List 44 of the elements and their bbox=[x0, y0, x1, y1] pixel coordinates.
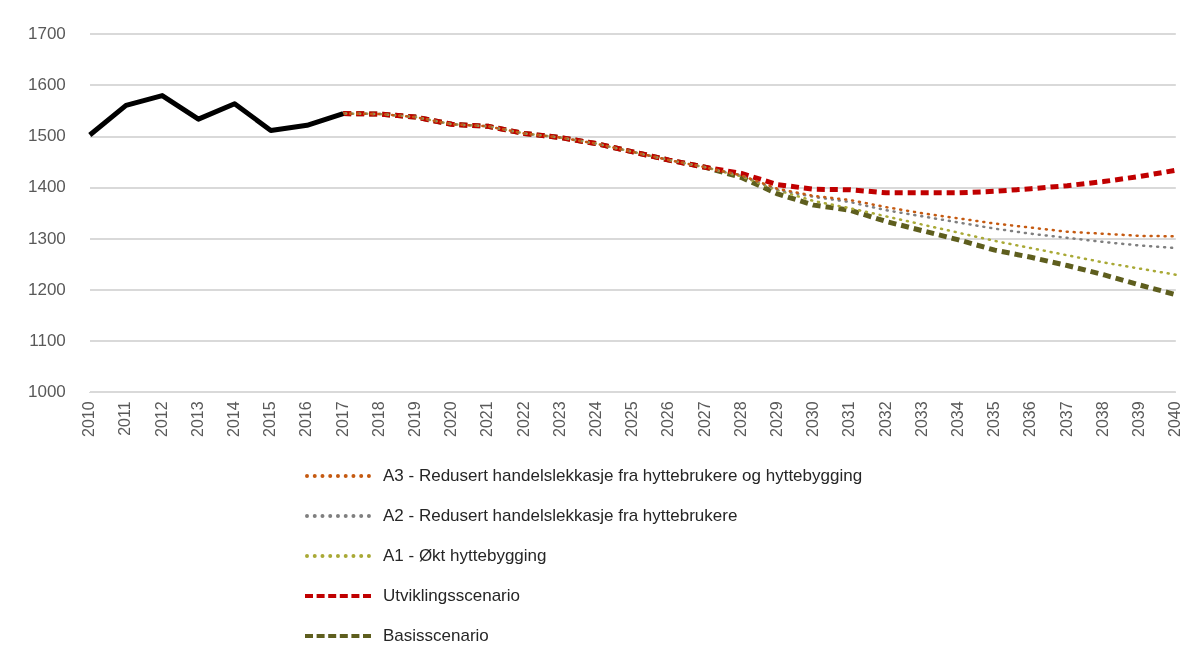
x-tick-label: 2028 bbox=[731, 401, 749, 437]
x-tick-label: 2010 bbox=[80, 401, 98, 437]
x-tick-label: 2030 bbox=[804, 401, 822, 437]
x-tick-label: 2038 bbox=[1093, 401, 1111, 437]
x-tick-label: 2037 bbox=[1057, 401, 1075, 437]
legend-label: A2 - Redusert handelslekkasje fra hyttebrukere bbox=[383, 506, 738, 526]
y-tick-label: 1600 bbox=[27, 75, 66, 95]
x-tick-label: 2024 bbox=[587, 401, 605, 437]
x-tick-label: 2016 bbox=[297, 401, 315, 437]
x-tick-label: 2022 bbox=[514, 401, 532, 437]
y-tick-label: 1700 bbox=[27, 23, 66, 43]
x-tick-label: 2021 bbox=[478, 401, 496, 437]
x-tick-label: 2011 bbox=[116, 401, 134, 436]
x-tick-label: 2018 bbox=[369, 401, 387, 437]
y-tick-label: 1200 bbox=[27, 279, 66, 299]
x-tick-label: 2029 bbox=[768, 401, 786, 437]
legend-label: A3 - Redusert handelslekkasje fra hyttebrukere og hyttebygging bbox=[383, 466, 863, 486]
x-tick-label: 2013 bbox=[188, 401, 206, 437]
x-tick-label: 2017 bbox=[333, 401, 351, 437]
x-tick-label: 2035 bbox=[985, 401, 1003, 437]
x-tick-label: 2014 bbox=[225, 401, 243, 437]
x-tick-label: 2032 bbox=[876, 401, 894, 437]
x-tick-label: 2015 bbox=[261, 401, 279, 437]
legend-label: Basisscenario bbox=[383, 626, 489, 646]
x-tick-label: 2027 bbox=[695, 401, 713, 437]
x-tick-label: 2012 bbox=[152, 401, 170, 437]
x-tick-label: 2039 bbox=[1130, 401, 1148, 437]
y-tick-label: 1000 bbox=[27, 382, 66, 402]
legend-label: Utviklingsscenario bbox=[383, 586, 520, 606]
y-tick-label: 1100 bbox=[29, 330, 66, 350]
y-tick-label: 1300 bbox=[27, 228, 66, 248]
y-tick-label: 1400 bbox=[27, 177, 66, 197]
x-tick-label: 2034 bbox=[949, 401, 967, 437]
x-tick-label: 2025 bbox=[623, 401, 641, 437]
x-tick-label: 2019 bbox=[406, 401, 424, 437]
x-tick-label: 2023 bbox=[550, 401, 568, 437]
x-tick-label: 2033 bbox=[912, 401, 930, 437]
x-tick-label: 2031 bbox=[840, 401, 858, 437]
legend-label: A1 - Økt hyttebygging bbox=[383, 546, 547, 566]
y-tick-label: 1500 bbox=[27, 126, 66, 146]
x-tick-label: 2026 bbox=[659, 401, 677, 437]
x-tick-label: 2036 bbox=[1021, 401, 1039, 437]
x-tick-label: 2020 bbox=[442, 401, 460, 437]
x-tick-label: 2040 bbox=[1166, 401, 1184, 437]
